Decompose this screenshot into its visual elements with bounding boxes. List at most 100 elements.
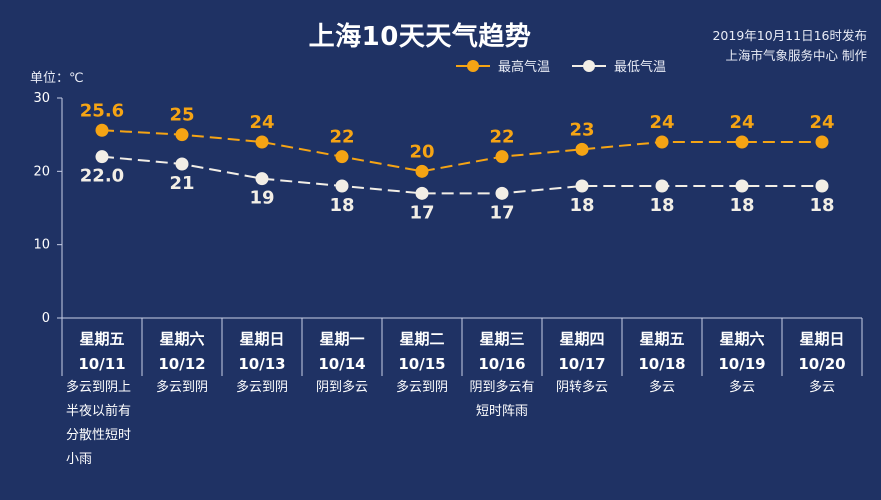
- weather-line: 阴到多云: [315, 380, 368, 395]
- chart-title: 上海10天天气趋势: [308, 22, 532, 52]
- point-low: [175, 157, 189, 171]
- y-tick-label: 20: [33, 164, 50, 179]
- weather-line: 小雨: [66, 452, 93, 467]
- x-tick-date: 10/18: [638, 355, 685, 373]
- x-tick-date: 10/15: [398, 355, 445, 373]
- data-label-high: 25.6: [80, 100, 124, 121]
- x-tick-day: 星期五: [79, 330, 124, 348]
- point-high: [735, 135, 749, 149]
- unit-label: 单位：℃: [30, 71, 84, 86]
- publish-time: 2019年10月11日16时发布: [712, 28, 867, 43]
- weather-desc: 多云到阴: [222, 376, 302, 400]
- publisher: 上海市气象服务中心 制作: [725, 48, 867, 63]
- data-label-low: 17: [489, 202, 514, 223]
- x-tick-date: 10/20: [798, 355, 845, 373]
- point-low: [735, 179, 749, 193]
- point-low: [495, 186, 509, 200]
- data-label-low: 17: [409, 202, 434, 223]
- point-low: [655, 179, 669, 193]
- x-tick-day: 星期五: [639, 330, 684, 348]
- data-label-high: 22: [329, 127, 354, 148]
- x-tick-day: 星期日: [239, 330, 284, 348]
- data-label-high: 24: [249, 112, 274, 133]
- data-label-high: 20: [409, 141, 434, 162]
- weather-line: 多云到阴上: [66, 380, 132, 395]
- weather-line: 多云到阴: [155, 380, 208, 395]
- data-label-low: 21: [169, 173, 194, 194]
- weather-desc: 多云: [702, 376, 782, 400]
- weather-desc: 多云: [622, 376, 702, 400]
- point-low: [95, 150, 109, 164]
- weather-desc: 多云到阴: [382, 376, 462, 400]
- weather-desc: 阴转多云: [542, 376, 622, 400]
- weather-line: 阴到多云有: [469, 380, 535, 395]
- series-line-high: [101, 129, 822, 173]
- weather-line: 多云: [808, 380, 835, 395]
- x-tick-date: 10/11: [78, 355, 125, 373]
- weather-desc: 多云到阴: [142, 376, 222, 400]
- weather-desc: 多云: [782, 376, 862, 400]
- x-tick-date: 10/14: [318, 355, 365, 373]
- point-high: [655, 135, 669, 149]
- point-high: [415, 164, 429, 178]
- data-label-high: 24: [809, 112, 834, 133]
- legend-item-high: 最高气温: [456, 56, 550, 75]
- point-low: [415, 186, 429, 200]
- x-tick-date: 10/17: [558, 355, 605, 373]
- legend-label-high: 最高气温: [498, 60, 551, 75]
- weather-line: 多云: [648, 380, 675, 395]
- legend-swatch-low: [572, 59, 607, 73]
- weather-desc: 阴到多云有 短时阵雨: [462, 376, 542, 424]
- point-high: [335, 150, 349, 164]
- point-low: [575, 179, 589, 193]
- series-line-low: [101, 155, 822, 195]
- weather-line: 多云到阴: [395, 380, 448, 395]
- x-tick-day: 星期二: [399, 330, 444, 348]
- x-tick-day: 星期日: [799, 330, 844, 348]
- legend-swatch-high: [456, 59, 490, 73]
- point-high: [495, 150, 509, 164]
- x-tick-date: 10/12: [158, 355, 205, 373]
- x-tick-day: 星期三: [479, 330, 524, 348]
- data-label-low: 18: [649, 195, 674, 216]
- x-tick-date: 10/13: [238, 355, 285, 373]
- point-low: [815, 179, 829, 193]
- data-label-low: 18: [809, 195, 834, 216]
- weather-desc: 阴到多云: [302, 376, 382, 400]
- x-tick-day: 星期六: [159, 330, 204, 348]
- y-tick-label: 0: [42, 311, 50, 326]
- x-tick-day: 星期六: [719, 330, 764, 348]
- point-high: [95, 123, 109, 137]
- weather-desc: 多云到阴上半夜以前有分散性短时小雨: [66, 376, 146, 472]
- weather-line: 分散性短时: [66, 428, 132, 443]
- legend: 最高气温 最低气温: [456, 56, 688, 75]
- data-label-high: 25: [169, 105, 194, 126]
- weather-line: 半夜以前有: [66, 404, 132, 419]
- weather-line: 多云: [728, 380, 755, 395]
- y-tick-label: 10: [33, 238, 50, 253]
- data-label-low: 19: [249, 188, 274, 209]
- point-high: [255, 135, 269, 149]
- x-tick-date: 10/16: [478, 355, 525, 373]
- legend-item-low: 最低气温: [572, 56, 666, 75]
- data-label-high: 23: [569, 119, 594, 140]
- x-tick-date: 10/19: [718, 355, 765, 373]
- data-label-low: 18: [729, 195, 754, 216]
- data-label-high: 22: [489, 127, 514, 148]
- point-high: [815, 135, 829, 149]
- weather-line: 短时阵雨: [475, 404, 528, 419]
- weather-line: 阴转多云: [555, 380, 608, 395]
- x-tick-day: 星期一: [319, 330, 364, 348]
- point-high: [175, 128, 189, 142]
- point-low: [335, 179, 349, 193]
- data-label-low: 18: [569, 195, 594, 216]
- data-label-high: 24: [649, 112, 674, 133]
- legend-label-low: 最低气温: [614, 60, 667, 75]
- data-label-low: 22.0: [80, 166, 124, 187]
- publish-info: 2019年10月11日16时发布 上海市气象服务中心 制作: [647, 26, 867, 66]
- data-label-high: 24: [729, 112, 754, 133]
- weather-line: 多云到阴: [235, 380, 288, 395]
- y-tick-label: 30: [33, 91, 50, 106]
- x-tick-day: 星期四: [559, 330, 604, 348]
